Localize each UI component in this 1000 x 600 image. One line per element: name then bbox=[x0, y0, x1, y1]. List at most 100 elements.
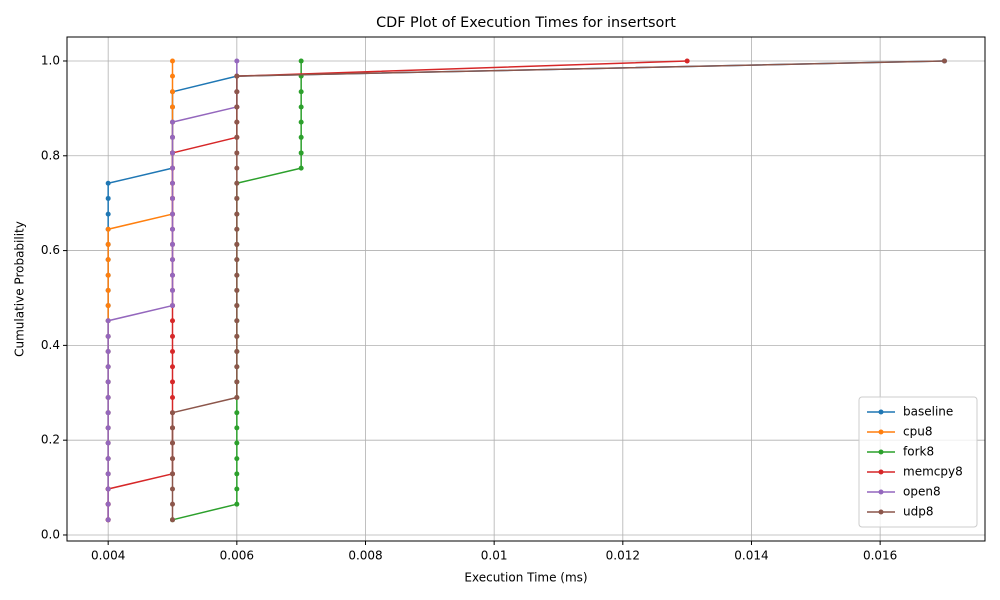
legend-label: open8 bbox=[903, 485, 941, 499]
point bbox=[234, 58, 240, 64]
chart-title: CDF Plot of Execution Times for insertso… bbox=[376, 15, 676, 31]
point bbox=[234, 318, 240, 324]
x-tick-label: 0.014 bbox=[734, 549, 768, 563]
point bbox=[105, 364, 111, 370]
point bbox=[170, 73, 176, 79]
point bbox=[234, 104, 240, 110]
legend-label: baseline bbox=[903, 405, 953, 419]
axes-frame bbox=[66, 36, 986, 542]
point bbox=[105, 349, 111, 355]
point bbox=[170, 287, 176, 293]
point bbox=[234, 241, 240, 247]
point bbox=[234, 379, 240, 385]
point bbox=[298, 165, 304, 171]
point bbox=[234, 287, 240, 293]
point bbox=[234, 119, 240, 125]
point bbox=[170, 119, 176, 125]
point bbox=[234, 501, 240, 507]
point bbox=[105, 517, 111, 523]
point bbox=[105, 257, 111, 263]
point bbox=[105, 272, 111, 278]
point bbox=[105, 303, 111, 309]
point bbox=[105, 440, 111, 446]
x-tick-label: 0.008 bbox=[348, 549, 382, 563]
point bbox=[234, 425, 240, 431]
legend-label: fork8 bbox=[903, 445, 934, 459]
point bbox=[105, 287, 111, 293]
point bbox=[105, 318, 111, 324]
point bbox=[170, 104, 176, 110]
y-tick-label: 0.4 bbox=[41, 338, 60, 352]
point bbox=[298, 58, 304, 64]
series bbox=[170, 58, 947, 523]
point bbox=[234, 364, 240, 370]
point bbox=[234, 303, 240, 309]
point bbox=[170, 440, 176, 446]
point bbox=[170, 257, 176, 263]
point bbox=[170, 517, 176, 523]
point bbox=[298, 89, 304, 95]
point bbox=[234, 486, 240, 492]
point bbox=[234, 134, 240, 140]
y-tick-label: 0.2 bbox=[41, 433, 60, 447]
legend-marker bbox=[878, 489, 884, 495]
point bbox=[298, 150, 304, 156]
point bbox=[105, 333, 111, 339]
point bbox=[105, 471, 111, 477]
point bbox=[234, 456, 240, 462]
point bbox=[105, 379, 111, 385]
point bbox=[170, 211, 176, 217]
legend-marker bbox=[878, 509, 884, 515]
point bbox=[105, 486, 111, 492]
point bbox=[105, 241, 111, 247]
point bbox=[170, 303, 176, 309]
series bbox=[105, 58, 240, 523]
x-tick-label: 0.004 bbox=[91, 549, 125, 563]
point bbox=[234, 180, 240, 186]
point bbox=[170, 226, 176, 232]
x-tick-label: 0.012 bbox=[606, 549, 640, 563]
point bbox=[234, 226, 240, 232]
x-tick-label: 0.006 bbox=[220, 549, 254, 563]
point bbox=[170, 58, 176, 64]
point bbox=[170, 241, 176, 247]
y-axis-label: Cumulative Probability bbox=[13, 221, 27, 357]
point bbox=[234, 349, 240, 355]
x-tick-label: 0.01 bbox=[481, 549, 508, 563]
point bbox=[105, 226, 111, 232]
point bbox=[170, 134, 176, 140]
y-tick-label: 0.6 bbox=[41, 243, 60, 257]
point bbox=[234, 333, 240, 339]
point bbox=[298, 104, 304, 110]
point bbox=[105, 195, 111, 201]
point bbox=[941, 58, 947, 64]
point bbox=[170, 471, 176, 477]
point bbox=[234, 73, 240, 79]
legend-marker bbox=[878, 469, 884, 475]
point bbox=[234, 150, 240, 156]
point bbox=[234, 195, 240, 201]
point bbox=[170, 395, 176, 401]
point bbox=[105, 425, 111, 431]
point bbox=[234, 89, 240, 95]
point bbox=[105, 180, 111, 186]
point bbox=[105, 395, 111, 401]
legend: baseline cpu8 fork8 memcpy8 open8 udp8 bbox=[858, 396, 978, 528]
point bbox=[170, 456, 176, 462]
point bbox=[170, 195, 176, 201]
point bbox=[234, 165, 240, 171]
legend-box bbox=[858, 396, 978, 528]
point bbox=[105, 211, 111, 217]
point bbox=[170, 486, 176, 492]
point bbox=[234, 395, 240, 401]
legend-marker bbox=[878, 449, 884, 455]
point bbox=[105, 410, 111, 416]
legend-label: cpu8 bbox=[903, 425, 932, 439]
point bbox=[234, 410, 240, 416]
point bbox=[170, 425, 176, 431]
point bbox=[105, 501, 111, 507]
point bbox=[298, 134, 304, 140]
point bbox=[684, 58, 690, 64]
